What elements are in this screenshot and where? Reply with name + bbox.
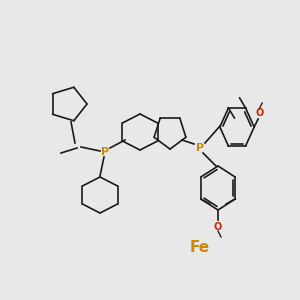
Text: O: O (214, 222, 222, 232)
Text: Fe: Fe (190, 241, 210, 256)
Text: P: P (196, 143, 204, 153)
Text: P: P (101, 147, 109, 157)
Text: O: O (255, 108, 263, 118)
